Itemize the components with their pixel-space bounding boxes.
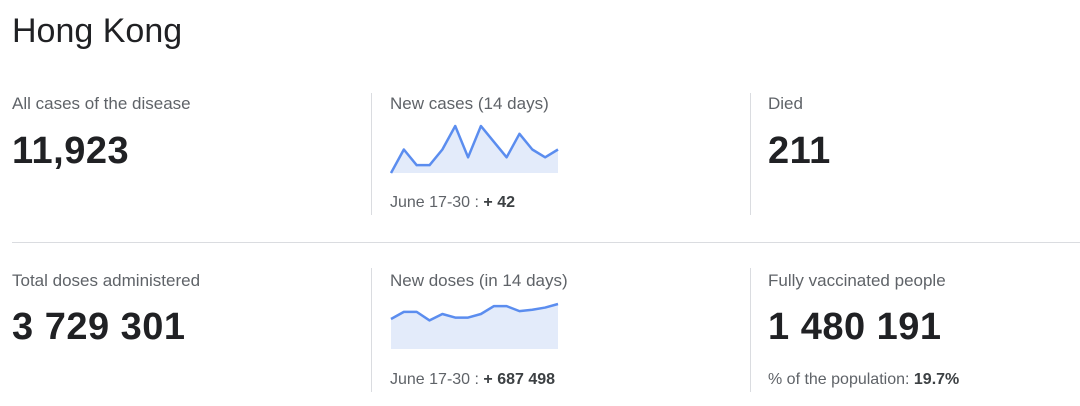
stat-label: New cases (14 days)	[390, 94, 549, 113]
sparkline	[390, 302, 559, 349]
period: June 17-30 :	[390, 194, 479, 211]
stat-value: 3 729 301	[12, 306, 186, 348]
divider	[371, 93, 372, 215]
stat-label: Died	[768, 94, 803, 113]
divider	[371, 268, 372, 392]
change: + 42	[483, 194, 515, 211]
stat-value: 11,923	[12, 130, 130, 172]
divider	[750, 268, 751, 392]
divider	[12, 242, 1080, 243]
change: + 687 498	[483, 371, 556, 388]
sparkline-line	[390, 124, 559, 174]
divider	[750, 93, 751, 215]
stat-footer: June 17-30 : + 687 498	[390, 371, 555, 389]
stat-value: 211	[768, 130, 831, 172]
sparkline-area	[391, 304, 558, 349]
sparkline-line	[390, 302, 559, 322]
note-label: % of the population:	[768, 371, 910, 388]
period: June 17-30 :	[390, 371, 479, 388]
sparkline	[390, 124, 559, 174]
stat-label: Total doses administered	[12, 271, 201, 290]
stat-value: 1 480 191	[768, 306, 942, 348]
stat-label: New doses (in 14 days)	[390, 271, 568, 290]
stat-footer: June 17-30 : + 42	[390, 194, 515, 212]
stat-label: Fully vaccinated people	[768, 271, 946, 290]
stat-footer: % of the population: 19.7%	[768, 371, 959, 389]
note-value: 19.7%	[913, 371, 960, 388]
stat-label: All cases of the disease	[12, 94, 191, 113]
title: Hong Kong	[12, 12, 183, 50]
